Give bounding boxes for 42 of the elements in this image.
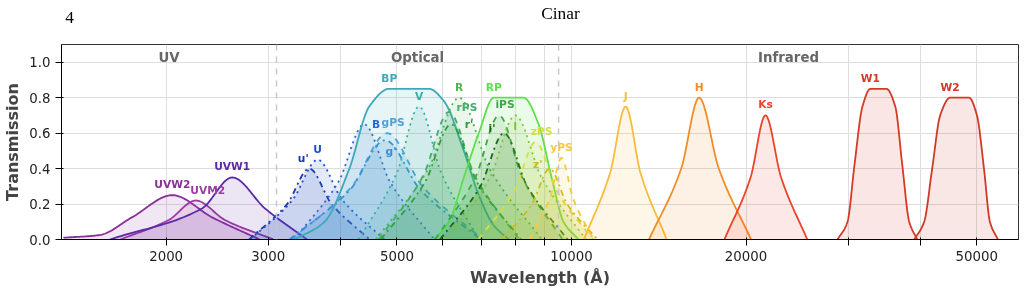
x-tick-label: 3000 xyxy=(251,248,286,264)
x-tick-label: 2000 xyxy=(149,248,184,264)
series-label: R xyxy=(454,80,464,94)
series-label: RP xyxy=(485,80,502,94)
series-label: Ks xyxy=(758,98,773,112)
series-label: yPS xyxy=(550,140,573,154)
y-tick-label: 0.6 xyxy=(29,126,51,142)
annotation: UV xyxy=(158,49,181,65)
y-tick-label: 0.0 xyxy=(29,232,51,248)
series-label: gPS xyxy=(381,116,405,130)
series-label: g' xyxy=(385,145,397,159)
series-label: H xyxy=(694,80,704,94)
series-label: rPS xyxy=(456,100,478,114)
annotation: Optical xyxy=(390,49,445,65)
x-tick-label: 20000 xyxy=(724,248,768,264)
series-label: I xyxy=(513,120,518,134)
series-label: B xyxy=(372,118,381,132)
series-label: U xyxy=(313,142,322,156)
series-label: V xyxy=(414,89,424,103)
series-label: i' xyxy=(488,122,496,136)
y-tick-label: 0.4 xyxy=(29,161,51,177)
y-axis-title: Transmission xyxy=(3,83,23,201)
x-tick-label: 50000 xyxy=(955,248,999,264)
y-tick-label: 0.2 xyxy=(29,197,51,213)
series-label: BP xyxy=(381,71,398,85)
series-label: u' xyxy=(297,151,309,165)
series-label: UVW1 xyxy=(214,160,251,174)
annotation: Infrared xyxy=(758,49,820,65)
x-axis-title: Wavelength (Å) xyxy=(470,267,610,287)
series-label: UVW2 xyxy=(154,178,191,192)
y-tick-label: 0.8 xyxy=(29,90,51,106)
series-label: W2 xyxy=(940,80,960,94)
series-label: z' xyxy=(532,157,543,171)
x-tick-label: 10000 xyxy=(550,248,593,264)
series-label: iPS xyxy=(495,98,515,112)
series-label: r' xyxy=(464,118,474,132)
y-tick-label: 1.0 xyxy=(29,55,51,71)
text: 4 xyxy=(65,7,75,27)
x-tick-label: 5000 xyxy=(379,248,414,264)
text: Cinar xyxy=(541,3,580,23)
series-label: J xyxy=(622,89,628,103)
series-label: W1 xyxy=(860,71,880,85)
